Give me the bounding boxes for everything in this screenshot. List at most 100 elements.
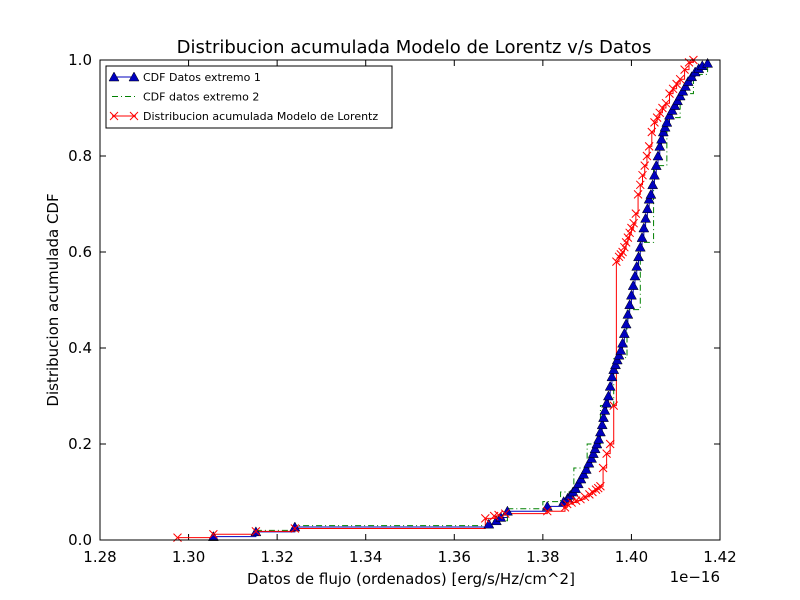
series-3-point [209, 529, 218, 539]
series-3-point [576, 494, 585, 504]
series-1-point [570, 483, 582, 493]
series-1-point [680, 80, 691, 91]
series-3-point [623, 233, 633, 242]
legend: CDF Datos extremo 1 CDF datos extremo 2 Di… [105, 65, 393, 129]
series-1-point [578, 468, 590, 479]
series-3-point [631, 209, 641, 218]
series-1-point [602, 390, 614, 401]
series-1-point [641, 203, 653, 214]
legend-box [105, 65, 393, 129]
series-3-point [668, 84, 678, 94]
series-3-point [480, 514, 490, 523]
series-3-point [500, 509, 510, 518]
series-3-point [602, 449, 611, 458]
series-3-point [672, 79, 681, 89]
x-tick-label: 1.32 [260, 548, 293, 566]
series-3-point [619, 242, 629, 252]
series-3-point [629, 218, 638, 228]
y-tick-label: 1.0 [68, 51, 92, 69]
x-tick-label: 1.34 [349, 548, 382, 566]
series-3-point [652, 113, 662, 122]
series-1-point [483, 518, 495, 529]
series-1-point [686, 71, 698, 82]
chart-title: Distribucion acumulada Modelo de Lorentz… [177, 37, 652, 58]
x-offset-label: 1e−16 [670, 568, 720, 586]
series-3-point [640, 161, 650, 170]
series-1-point [636, 232, 648, 242]
series-3-point [605, 439, 615, 449]
series-1-point [591, 438, 603, 449]
x-axis-label: Datos de flujo (ordenados) [erg/s/Hz/cm^… [247, 570, 575, 588]
series-1-point [575, 473, 587, 484]
x-tick-label: 1.28 [83, 548, 116, 566]
series-1-point [634, 241, 646, 252]
series-1-point [624, 299, 636, 310]
series-3-point [642, 151, 652, 161]
series-1-point [572, 478, 584, 489]
legend-marker-1 [108, 71, 120, 82]
series-1-point [669, 100, 681, 110]
axis-ticks: 1.28 1.30 1.32 1.34 1.36 1.38 1.40 1.42 0.0 0.2 0.… [68, 51, 737, 566]
series-1-point [626, 289, 637, 300]
series-3-point [542, 506, 552, 516]
series-3-point [680, 65, 689, 74]
legend-label-2: CDF datos extremo 2 [143, 91, 259, 104]
series-1-point [613, 349, 625, 360]
series-3-point [598, 463, 608, 473]
series-1-point [615, 344, 627, 355]
series-1-point [650, 160, 662, 170]
plot-frame [99, 59, 721, 541]
series-3-point [650, 118, 659, 127]
series-1-point [620, 318, 632, 329]
series-3-point [494, 510, 503, 520]
series-3-point [661, 98, 671, 108]
series-1-point [583, 457, 595, 468]
series-3-point [591, 485, 601, 494]
series-1-point [606, 371, 618, 382]
series-1-point [586, 452, 597, 463]
series-3-point [638, 170, 647, 180]
series-3-point [658, 103, 667, 113]
series-3-point [290, 524, 300, 533]
series-1-point [638, 222, 650, 233]
series-3-point [567, 498, 576, 507]
series-1-point [622, 308, 634, 319]
series-3-point [644, 142, 654, 151]
series-1-point [661, 116, 673, 127]
legend-marker-1 [128, 71, 140, 82]
series-1-point [608, 364, 620, 374]
series-3-point [618, 247, 627, 257]
series-3-point [625, 228, 635, 238]
series-3-point [627, 223, 636, 233]
series-line-2 [255, 63, 709, 531]
y-tick-label: 0.4 [68, 339, 92, 357]
series-1-point [604, 380, 616, 391]
series-3-point [675, 74, 685, 84]
series-1-point [633, 251, 644, 262]
series-1-point [657, 126, 669, 137]
series-3-point [621, 238, 631, 247]
series-1-point [589, 443, 601, 454]
x-tick-label: 1.42 [703, 548, 736, 566]
x-tick-label: 1.38 [526, 548, 559, 566]
series-1-point [610, 359, 621, 370]
series-1-point [593, 433, 605, 444]
series-1-point [659, 121, 671, 132]
series-1-point [627, 280, 639, 290]
series-1-point [618, 328, 630, 338]
series-1-point [643, 193, 655, 204]
series-3-point [647, 127, 657, 137]
y-axis-label: Distribucion acumulada CDF [44, 193, 62, 406]
series-1-point [645, 188, 657, 199]
legend-label-3: Distribucion acumulada Modelo de Lorentz [143, 110, 378, 123]
y-tick-label: 0.6 [68, 243, 92, 261]
series-1-point [652, 150, 664, 161]
series-1-point [647, 179, 659, 190]
y-tick-label: 0.2 [68, 435, 92, 453]
series-1-point [656, 133, 667, 144]
y-tick-label: 0.0 [68, 531, 92, 549]
series-1-point [617, 337, 628, 348]
series-1-point [598, 412, 609, 422]
series-1-point [596, 419, 608, 430]
